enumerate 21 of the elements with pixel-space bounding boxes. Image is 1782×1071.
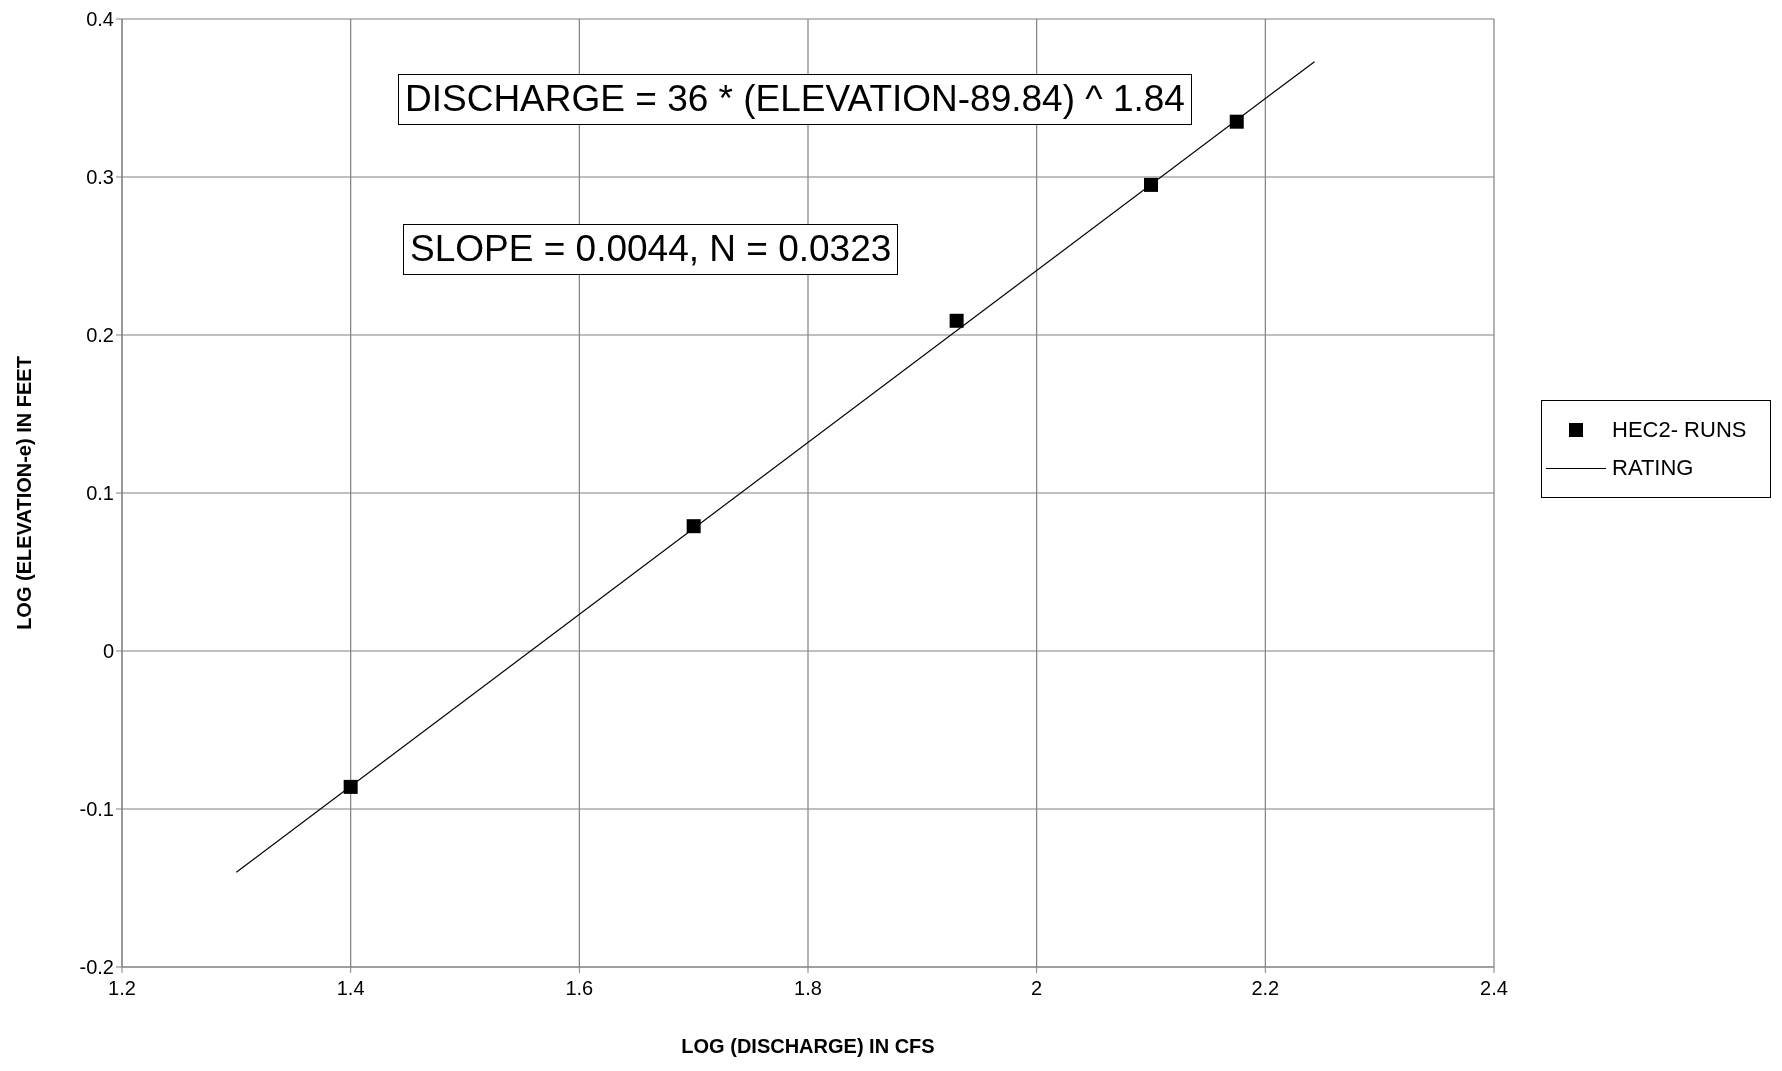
- legend-label: HEC2- RUNS: [1612, 417, 1747, 443]
- legend-label: RATING: [1612, 455, 1694, 481]
- x-tick-label: 2.4: [1480, 977, 1508, 1000]
- x-tick-label: 2: [1031, 977, 1043, 1000]
- annotation: SLOPE = 0.0044, N = 0.0323: [403, 224, 899, 275]
- y-tick-label: -0.2: [79, 956, 114, 979]
- x-tick-label: 1.2: [108, 977, 136, 1000]
- point: [949, 313, 964, 328]
- x-tick-label: 1.4: [336, 977, 365, 1000]
- y-tick-label: 0.4: [86, 8, 114, 31]
- x-tick-label: 1.8: [794, 977, 822, 1000]
- y-axis-title: LOG (ELEVATION-e) IN FEET: [13, 356, 36, 630]
- x-axis-title: LOG (DISCHARGE) IN CFS: [681, 1035, 935, 1057]
- y-tick-label: 0.2: [86, 324, 114, 347]
- y-tick-label: 0.1: [86, 482, 114, 505]
- x-tick-label: 2.2: [1251, 977, 1280, 1000]
- y-tick-label: -0.1: [79, 798, 114, 821]
- y-tick-label: 0: [102, 640, 114, 663]
- y-tick-label: 0.3: [86, 166, 114, 189]
- annotation: DISCHARGE = 36 * (ELEVATION-89.84) ^ 1.84: [398, 74, 1192, 125]
- x-tick-label: 1.6: [565, 977, 594, 1000]
